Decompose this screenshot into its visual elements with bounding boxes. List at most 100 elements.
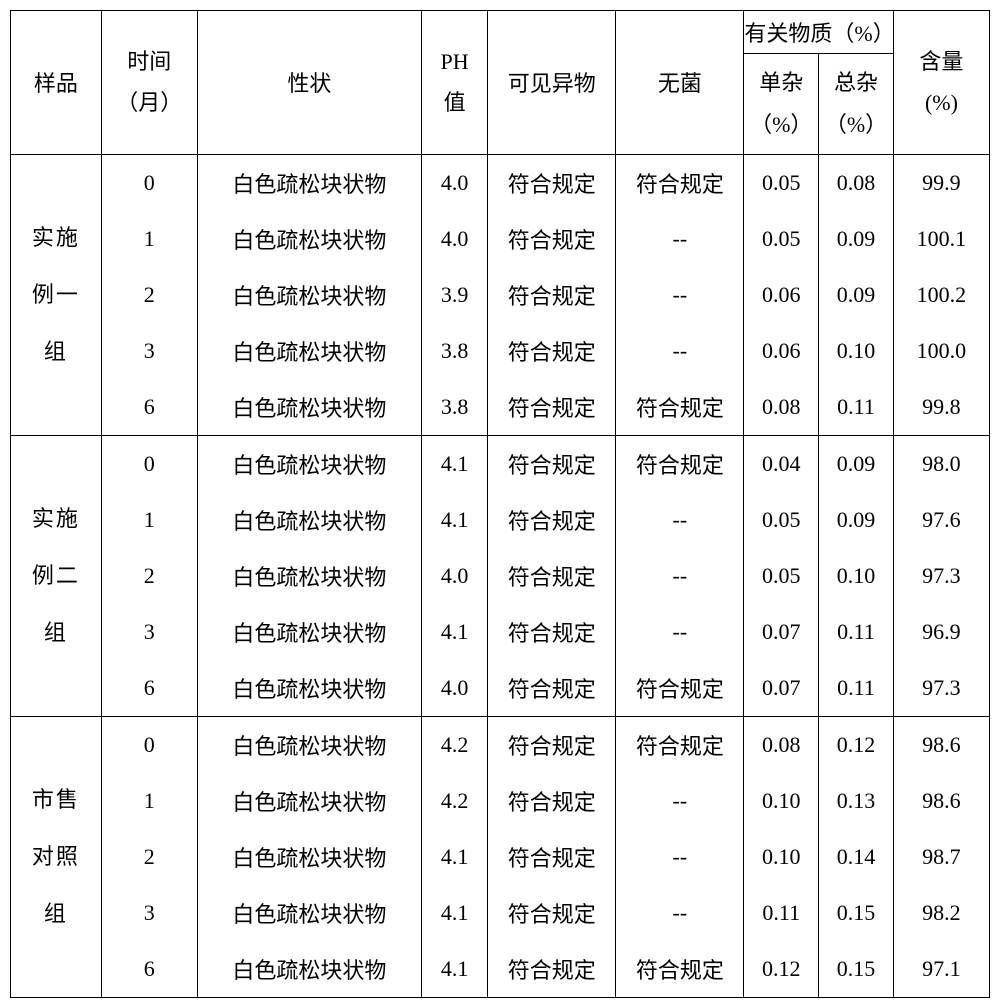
appearance-cell: 白色疏松块状物	[197, 716, 421, 773]
single-imp-cell: 0.07	[744, 604, 819, 660]
appearance-cell: 白色疏松块状物	[197, 379, 421, 436]
total-imp-cell: 0.09	[819, 211, 894, 267]
sample-name-cell: 实施例一组	[11, 154, 102, 435]
total-imp-cell: 0.13	[819, 773, 894, 829]
table-row: 1白色疏松块状物4.2符合规定--0.100.1398.6	[11, 773, 990, 829]
ph-cell: 4.2	[422, 773, 488, 829]
time-cell: 1	[101, 211, 197, 267]
single-imp-cell: 0.05	[744, 548, 819, 604]
header-related: 有关物质（%）	[744, 11, 893, 54]
content-cell: 99.8	[893, 379, 989, 436]
content-cell: 97.3	[893, 548, 989, 604]
table-row: 3白色疏松块状物4.1符合规定--0.110.1598.2	[11, 885, 990, 941]
ph-cell: 4.1	[422, 435, 488, 492]
appearance-cell: 白色疏松块状物	[197, 154, 421, 211]
header-sample: 样品	[11, 11, 102, 155]
single-imp-cell: 0.04	[744, 435, 819, 492]
ph-cell: 4.1	[422, 604, 488, 660]
sample-name-cell: 实施例二组	[11, 435, 102, 716]
ph-cell: 3.8	[422, 379, 488, 436]
sterile-cell: --	[616, 829, 744, 885]
single-imp-cell: 0.10	[744, 773, 819, 829]
header-total-imp: 总杂（%）	[819, 54, 894, 155]
header-single-imp: 单杂（%）	[744, 54, 819, 155]
sterile-cell: --	[616, 323, 744, 379]
header-sterile: 无菌	[616, 11, 744, 155]
ph-cell: 3.8	[422, 323, 488, 379]
visible-cell: 符合规定	[488, 323, 616, 379]
time-cell: 3	[101, 885, 197, 941]
visible-cell: 符合规定	[488, 548, 616, 604]
ph-cell: 4.1	[422, 941, 488, 998]
header-ph: PH值	[422, 11, 488, 155]
time-cell: 1	[101, 773, 197, 829]
sterile-cell: 符合规定	[616, 660, 744, 717]
single-imp-cell: 0.12	[744, 941, 819, 998]
ph-cell: 4.1	[422, 829, 488, 885]
total-imp-cell: 0.11	[819, 379, 894, 436]
table-row: 2白色疏松块状物4.1符合规定--0.100.1498.7	[11, 829, 990, 885]
total-imp-cell: 0.10	[819, 548, 894, 604]
time-cell: 0	[101, 435, 197, 492]
table-row: 市售对照组0白色疏松块状物4.2符合规定符合规定0.080.1298.6	[11, 716, 990, 773]
sterile-cell: 符合规定	[616, 941, 744, 998]
appearance-cell: 白色疏松块状物	[197, 660, 421, 717]
time-cell: 2	[101, 829, 197, 885]
visible-cell: 符合规定	[488, 660, 616, 717]
table-row: 2白色疏松块状物4.0符合规定--0.050.1097.3	[11, 548, 990, 604]
visible-cell: 符合规定	[488, 773, 616, 829]
single-imp-cell: 0.11	[744, 885, 819, 941]
table-row: 实施例一组0白色疏松块状物4.0符合规定符合规定0.050.0899.9	[11, 154, 990, 211]
appearance-cell: 白色疏松块状物	[197, 435, 421, 492]
single-imp-cell: 0.05	[744, 492, 819, 548]
sterile-cell: --	[616, 211, 744, 267]
total-imp-cell: 0.11	[819, 604, 894, 660]
appearance-cell: 白色疏松块状物	[197, 323, 421, 379]
time-cell: 2	[101, 548, 197, 604]
visible-cell: 符合规定	[488, 829, 616, 885]
header-visible: 可见异物	[488, 11, 616, 155]
total-imp-cell: 0.12	[819, 716, 894, 773]
table-header: 样品 时间（月） 性状 PH值 可见异物 无菌 有关物质（%） 含量(%) 单杂…	[11, 11, 990, 155]
table-body: 实施例一组0白色疏松块状物4.0符合规定符合规定0.050.0899.91白色疏…	[11, 154, 990, 997]
total-imp-cell: 0.09	[819, 267, 894, 323]
visible-cell: 符合规定	[488, 941, 616, 998]
time-cell: 2	[101, 267, 197, 323]
sterile-cell: --	[616, 773, 744, 829]
time-cell: 0	[101, 716, 197, 773]
time-cell: 6	[101, 941, 197, 998]
ph-cell: 3.9	[422, 267, 488, 323]
ph-cell: 4.0	[422, 660, 488, 717]
single-imp-cell: 0.05	[744, 211, 819, 267]
sterile-cell: --	[616, 492, 744, 548]
sterile-cell: 符合规定	[616, 435, 744, 492]
appearance-cell: 白色疏松块状物	[197, 773, 421, 829]
visible-cell: 符合规定	[488, 154, 616, 211]
sterile-cell: --	[616, 885, 744, 941]
single-imp-cell: 0.05	[744, 154, 819, 211]
ph-cell: 4.2	[422, 716, 488, 773]
single-imp-cell: 0.08	[744, 716, 819, 773]
sample-name-cell: 市售对照组	[11, 716, 102, 997]
header-appearance: 性状	[197, 11, 421, 155]
table-row: 6白色疏松块状物4.0符合规定符合规定0.070.1197.3	[11, 660, 990, 717]
table-row: 2白色疏松块状物3.9符合规定--0.060.09100.2	[11, 267, 990, 323]
table-row: 3白色疏松块状物3.8符合规定--0.060.10100.0	[11, 323, 990, 379]
time-cell: 1	[101, 492, 197, 548]
content-cell: 99.9	[893, 154, 989, 211]
visible-cell: 符合规定	[488, 211, 616, 267]
visible-cell: 符合规定	[488, 267, 616, 323]
total-imp-cell: 0.11	[819, 660, 894, 717]
total-imp-cell: 0.09	[819, 492, 894, 548]
total-imp-cell: 0.10	[819, 323, 894, 379]
visible-cell: 符合规定	[488, 435, 616, 492]
appearance-cell: 白色疏松块状物	[197, 211, 421, 267]
single-imp-cell: 0.06	[744, 323, 819, 379]
visible-cell: 符合规定	[488, 885, 616, 941]
content-cell: 100.0	[893, 323, 989, 379]
appearance-cell: 白色疏松块状物	[197, 885, 421, 941]
total-imp-cell: 0.14	[819, 829, 894, 885]
total-imp-cell: 0.15	[819, 941, 894, 998]
content-cell: 96.9	[893, 604, 989, 660]
visible-cell: 符合规定	[488, 379, 616, 436]
